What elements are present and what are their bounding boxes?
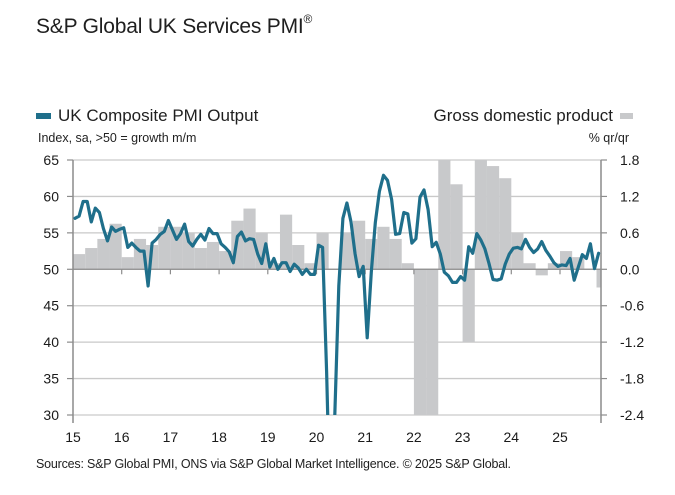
gdp-bar bbox=[462, 269, 475, 343]
gdp-bar bbox=[219, 251, 232, 270]
gdp-bar bbox=[194, 248, 207, 270]
gdp-bar bbox=[547, 263, 560, 270]
x-tick-label: 18 bbox=[211, 429, 227, 445]
y-left-tick-label: 40 bbox=[43, 334, 59, 350]
x-tick-label: 21 bbox=[357, 429, 373, 445]
y-left-tick-label: 60 bbox=[43, 188, 59, 204]
legend-pmi: UK Composite PMI Output bbox=[36, 106, 258, 126]
gdp-bar bbox=[523, 263, 536, 270]
gdp-bar bbox=[97, 238, 110, 270]
legend-gdp-label: Gross domestic product bbox=[433, 106, 613, 125]
legend-line-swatch-icon bbox=[36, 113, 51, 119]
right-axis-unit: % qr/qr bbox=[588, 131, 629, 145]
gdp-bar bbox=[206, 241, 220, 270]
x-tick-label: 19 bbox=[260, 429, 276, 445]
chart-title: S&P Global UK Services PMI® bbox=[36, 12, 313, 39]
x-tick-label: 17 bbox=[163, 429, 179, 445]
gdp-bar bbox=[413, 269, 427, 415]
x-tick-label: 15 bbox=[65, 429, 81, 445]
gdp-bar bbox=[267, 263, 280, 270]
gdp-bar bbox=[486, 166, 500, 270]
y-right-tick-label: -0.6 bbox=[620, 298, 644, 314]
x-tick-label: 24 bbox=[504, 429, 520, 445]
gdp-bar bbox=[474, 160, 487, 270]
y-right-tick-label: -1.8 bbox=[620, 371, 644, 387]
y-left-tick-label: 45 bbox=[43, 298, 59, 314]
tick-labels: 65 60 55 50 45 40 35 30 1.8 1.2 0.6 0.0 -0.6 -1.2 -1.8… bbox=[43, 152, 644, 445]
y-left-tick-label: 30 bbox=[43, 407, 59, 423]
y-left-tick-label: 50 bbox=[43, 261, 59, 277]
x-tick-label: 23 bbox=[455, 429, 471, 445]
x-tick-label: 25 bbox=[552, 429, 568, 445]
registered-mark: ® bbox=[303, 12, 313, 26]
gdp-bar bbox=[377, 226, 390, 270]
y-right-tick-label: 0.0 bbox=[620, 261, 640, 277]
y-right-tick-label: -2.4 bbox=[620, 407, 644, 423]
gdp-bar bbox=[389, 238, 402, 270]
gdp-bar bbox=[596, 269, 601, 288]
gdp-bar bbox=[535, 269, 548, 276]
gdp-bar bbox=[304, 263, 317, 270]
y-right-tick-label: 1.2 bbox=[620, 188, 640, 204]
chart-title-text: S&P Global UK Services PMI bbox=[36, 15, 304, 38]
gdp-bar bbox=[670, 251, 675, 269]
gdp-bar bbox=[73, 254, 86, 270]
gdp-bar bbox=[645, 263, 657, 269]
x-tick-label: 20 bbox=[309, 429, 325, 445]
pmi-line-group bbox=[73, 173, 601, 415]
y-right-tick-label: 1.8 bbox=[620, 152, 640, 168]
gdp-bar bbox=[158, 226, 171, 270]
y-right-tick-label: 0.6 bbox=[620, 225, 640, 241]
pmi-line bbox=[73, 173, 601, 415]
y-left-tick-label: 35 bbox=[43, 371, 59, 387]
x-tick-label: 22 bbox=[406, 429, 422, 445]
gdp-bar bbox=[121, 257, 134, 270]
gdp-bar bbox=[511, 232, 524, 270]
y-right-tick-label: -1.2 bbox=[620, 334, 644, 350]
gdp-bar bbox=[499, 178, 512, 270]
gdp-bar bbox=[182, 232, 195, 270]
gdp-bar bbox=[450, 184, 463, 270]
left-axis-unit: Index, sa, >50 = growth m/m bbox=[38, 131, 197, 145]
legend-pmi-label: UK Composite PMI Output bbox=[58, 106, 259, 125]
legend-bar-swatch-icon bbox=[620, 113, 633, 119]
gdp-bar bbox=[657, 227, 669, 269]
legend-gdp: Gross domestic product bbox=[433, 106, 633, 126]
gdp-bar bbox=[340, 232, 354, 270]
axes bbox=[67, 159, 607, 423]
x-tick-label: 16 bbox=[114, 429, 130, 445]
y-left-tick-label: 55 bbox=[43, 225, 59, 241]
gdp-bar bbox=[109, 223, 122, 270]
gdp-bar bbox=[85, 248, 98, 270]
source-note: Sources: S&P Global PMI, ONS via S&P Glo… bbox=[36, 457, 511, 471]
gdp-bar bbox=[438, 160, 451, 270]
gdp-bar bbox=[426, 269, 439, 415]
y-left-tick-label: 65 bbox=[43, 152, 59, 168]
gdp-bar bbox=[279, 214, 293, 270]
gdp-bar bbox=[401, 263, 414, 270]
